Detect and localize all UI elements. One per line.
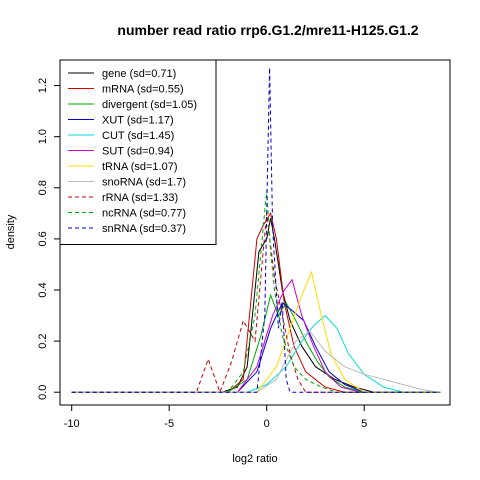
chart-title: number read ratio rrp6.G1.2/mre11-H125.G…: [117, 22, 418, 38]
legend: gene (sd=0.71) mRNA (sd=0.55) divergent (s…: [59, 59, 217, 245]
y-axis: 0.0 0.2 0.4 0.6 0.8 1.0 1.2: [37, 78, 61, 400]
density-curves: [71, 67, 441, 394]
legend-label-1: mRNA (sd=0.55): [102, 84, 184, 96]
y-tick-label: 0.8: [37, 180, 49, 195]
legend-label-3: XUT (sd=1.17): [102, 115, 174, 127]
legend-box: [59, 59, 217, 245]
x-tick-label: -10: [64, 418, 80, 430]
y-tick-label: 1.0: [37, 129, 49, 144]
y-tick-label: 0.4: [37, 282, 49, 297]
series-line-3: [71, 302, 441, 393]
y-tick-label: 0.2: [37, 333, 49, 348]
x-tick-label: 0: [264, 418, 270, 430]
legend-label-10: snRNA (sd=0.37): [102, 223, 186, 235]
series-line-0: [71, 218, 441, 393]
x-tick-label: 5: [361, 418, 367, 430]
legend-label-9: ncRNA (sd=0.77): [102, 208, 186, 220]
y-tick-label: 0.6: [37, 231, 49, 246]
legend-label-7: snoRNA (sd=1.7): [102, 177, 186, 189]
legend-label-5: SUT (sd=0.94): [102, 146, 174, 158]
y-tick-label: 1.2: [37, 78, 49, 93]
series-line-8: [71, 213, 441, 394]
y-axis-label: density: [5, 214, 17, 249]
series-line-2: [71, 293, 441, 393]
series-line-7: [71, 330, 441, 393]
legend-label-2: divergent (sd=1.05): [102, 99, 197, 111]
series-line-1: [71, 211, 441, 393]
series-line-6: [71, 270, 441, 393]
legend-label-4: CUT (sd=1.45): [102, 130, 174, 142]
legend-label-0: gene (sd=0.71): [102, 68, 176, 80]
y-tick-label: 0.0: [37, 385, 49, 400]
x-axis-label: log2 ratio: [232, 453, 277, 465]
series-line-5: [71, 278, 441, 393]
series-line-9: [71, 190, 441, 393]
legend-label-6: tRNA (sd=1.07): [102, 161, 178, 173]
legend-label-8: rRNA (sd=1.33): [102, 192, 178, 204]
x-tick-label: -5: [164, 418, 174, 430]
series-line-4: [71, 314, 441, 393]
x-axis: -10 -5 0 5: [64, 404, 367, 430]
